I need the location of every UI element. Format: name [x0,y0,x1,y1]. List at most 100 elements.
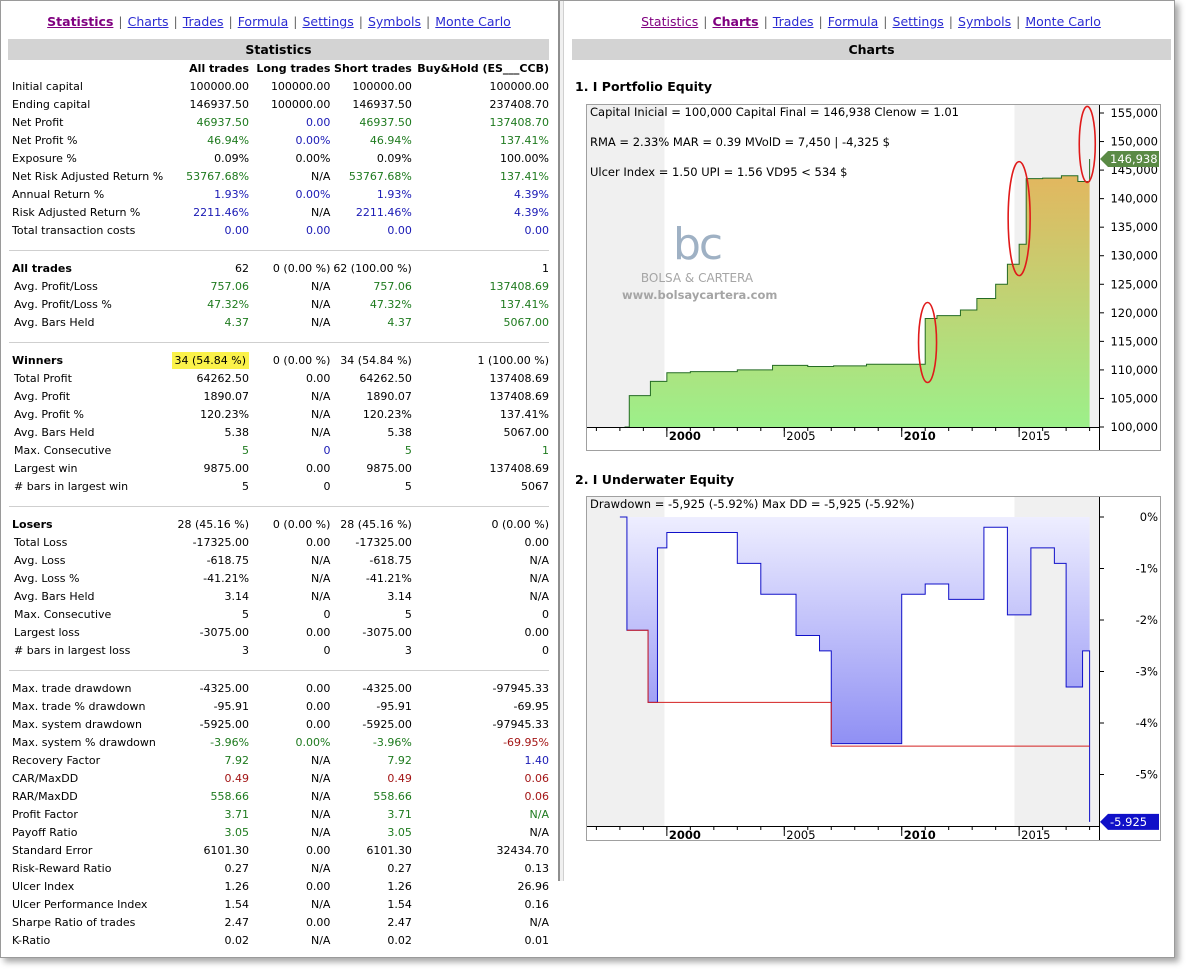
stat-value: -3075.00 [199,626,250,639]
nav-trades-link[interactable]: Trades [772,14,814,29]
stat-value: N/A [310,862,331,875]
nav-statistics-link[interactable]: Statistics [641,14,699,29]
stat-value: 100000.00 [270,80,331,93]
stat-value: 1.40 [524,754,550,767]
stat-value: -5925.00 [362,718,412,731]
stat-value: 1.26 [387,880,412,893]
underwater-stats-line: Drawdown = -5,925 (-5.92%) Max DD = -5,9… [590,497,915,511]
stat-row: Ulcer Performance Index 1.54 N/A 1.54 0.16 [9,896,549,914]
stat-value: N/A [310,772,331,785]
y-tick-label: 135,000 [1110,220,1158,234]
last-value-tag [1100,813,1159,830]
stat-label: Winners [12,354,63,367]
stat-value: 0 [323,644,331,657]
nav-settings-link[interactable]: Settings [302,14,354,29]
stat-value: -95.91 [213,700,250,713]
stat-value: 100000.00 [489,80,550,93]
equity-stats-line-3: Ulcer Index = 1.50 UPI = 1.56 VD95 < 534… [590,165,848,179]
stat-value: 558.66 [210,790,250,803]
nav-symbols-link[interactable]: Symbols [367,14,422,29]
stat-value: 757.06 [373,280,412,293]
charts-header: Charts [572,39,1171,60]
last-value-text: -5.925 [1110,815,1147,829]
stat-value: 0.06 [524,790,550,803]
stat-value: 558.66 [373,790,412,803]
stat-label: Net Risk Adjusted Return % [12,170,164,183]
stat-label: K-Ratio [12,934,51,947]
stat-value: N/A [310,572,331,585]
stat-label: Avg. Profit [14,390,71,403]
stat-value: 28 (45.16 %) [340,518,412,531]
separator-rule [9,250,549,251]
stat-label: Net Profit [12,116,64,129]
stat-value: 0 [323,608,331,621]
stat-label: Annual Return % [12,188,105,201]
stat-value: 1 [542,262,549,275]
nav-charts-link[interactable]: Charts [127,14,169,29]
stat-label: Largest win [14,462,78,475]
stat-value: 100000.00 [270,98,331,111]
stat-value: 1890.07 [366,390,412,403]
statistics-pane: Statistics | Charts | Trades | Formula | Setting… [1,1,557,957]
underwater-chart-title: 2. I Underwater Equity [575,472,735,487]
stat-value: 0.00 [305,372,331,385]
stat-value: 5 [242,608,250,621]
equity-chart[interactable]: 100,000 105,000 110,000 115,000 120,000 125,0… [586,104,1161,451]
nav-settings-link[interactable]: Settings [892,14,944,29]
stat-row: K-Ratio 0.02 N/A 0.02 0.01 [9,932,549,950]
nav-formula-link[interactable]: Formula [237,14,289,29]
stat-value: 0.06 [524,772,550,785]
stat-value: 1.54 [224,898,250,911]
series-line [619,516,1091,822]
stat-label: Avg. Bars Held [14,590,95,603]
pane-divider[interactable] [558,1,564,881]
statistics-body: Initial capital 100000.00 100000.00 100000.… [9,78,549,950]
nav-formula-link[interactable]: Formula [827,14,879,29]
stat-value: -41.21% [203,572,250,585]
stat-value: 4.39% [514,188,549,201]
stat-value: 34 (54.84 %) [340,354,412,367]
stat-value: 34 (54.84 %) [171,352,250,370]
stat-row: Avg. Profit % 120.23% N/A 120.23% 137.41% [9,406,549,424]
stat-value: 26.96 [517,880,550,893]
stat-value: N/A [310,316,331,329]
nav-montecarlo-link[interactable]: Monte Carlo [435,14,511,29]
stat-label: Max. system drawdown [12,718,142,731]
stat-row: Risk Adjusted Return % 2211.46% N/A 2211.46… [9,204,549,222]
nav-statistics-link[interactable]: Statistics [47,14,114,29]
stat-value: 6101.30 [203,844,250,857]
stat-value: 1.93% [214,188,250,201]
stat-value: N/A [310,754,331,767]
stat-value: -69.95 [513,700,549,713]
stat-value: -4325.00 [362,682,412,695]
stat-value: 0.01 [524,934,550,947]
nav-symbols-link[interactable]: Symbols [958,14,1012,29]
nav-trades-link[interactable]: Trades [182,14,224,29]
stat-row: RAR/MaxDD 558.66 N/A 558.66 0.06 [9,788,549,806]
stat-label: Sharpe Ratio of trades [12,916,136,929]
stat-value: 53767.68% [348,170,412,183]
underwater-chart[interactable]: 0% -1% -2% -3% -4% -5% 2000 2005 2010 2015 -5.925 … [586,496,1161,841]
stat-value: 0.00 [224,224,250,237]
stat-value: 137408.69 [489,280,550,293]
stat-value: 0.00 [305,462,331,475]
col-buy-hold: Buy&Hold (ES___CCB) [417,62,549,75]
stat-value: 53767.68% [186,170,250,183]
stat-value: N/A [310,790,331,803]
nav-charts-link[interactable]: Charts [712,14,759,29]
stat-value: 120.23% [200,408,250,421]
stat-value: N/A [529,572,549,585]
stat-value: 1.93% [376,188,412,201]
stat-label: Exposure % [12,152,77,165]
stat-value: 0.49 [387,772,412,785]
stat-value: N/A [529,554,549,567]
stat-value: 146937.50 [189,98,250,111]
stat-value: 120.23% [362,408,412,421]
stat-value: 0 (0.00 %) [491,518,549,531]
watermark-name: BOLSA & CARTERA [640,271,754,285]
series-area [624,159,1090,428]
watermark-logo: bc [672,219,723,270]
stat-label: Max. Consecutive [14,608,112,621]
stat-row: Ulcer Index 1.26 0.00 1.26 26.96 [9,878,549,896]
nav-montecarlo-link[interactable]: Monte Carlo [1025,14,1101,29]
